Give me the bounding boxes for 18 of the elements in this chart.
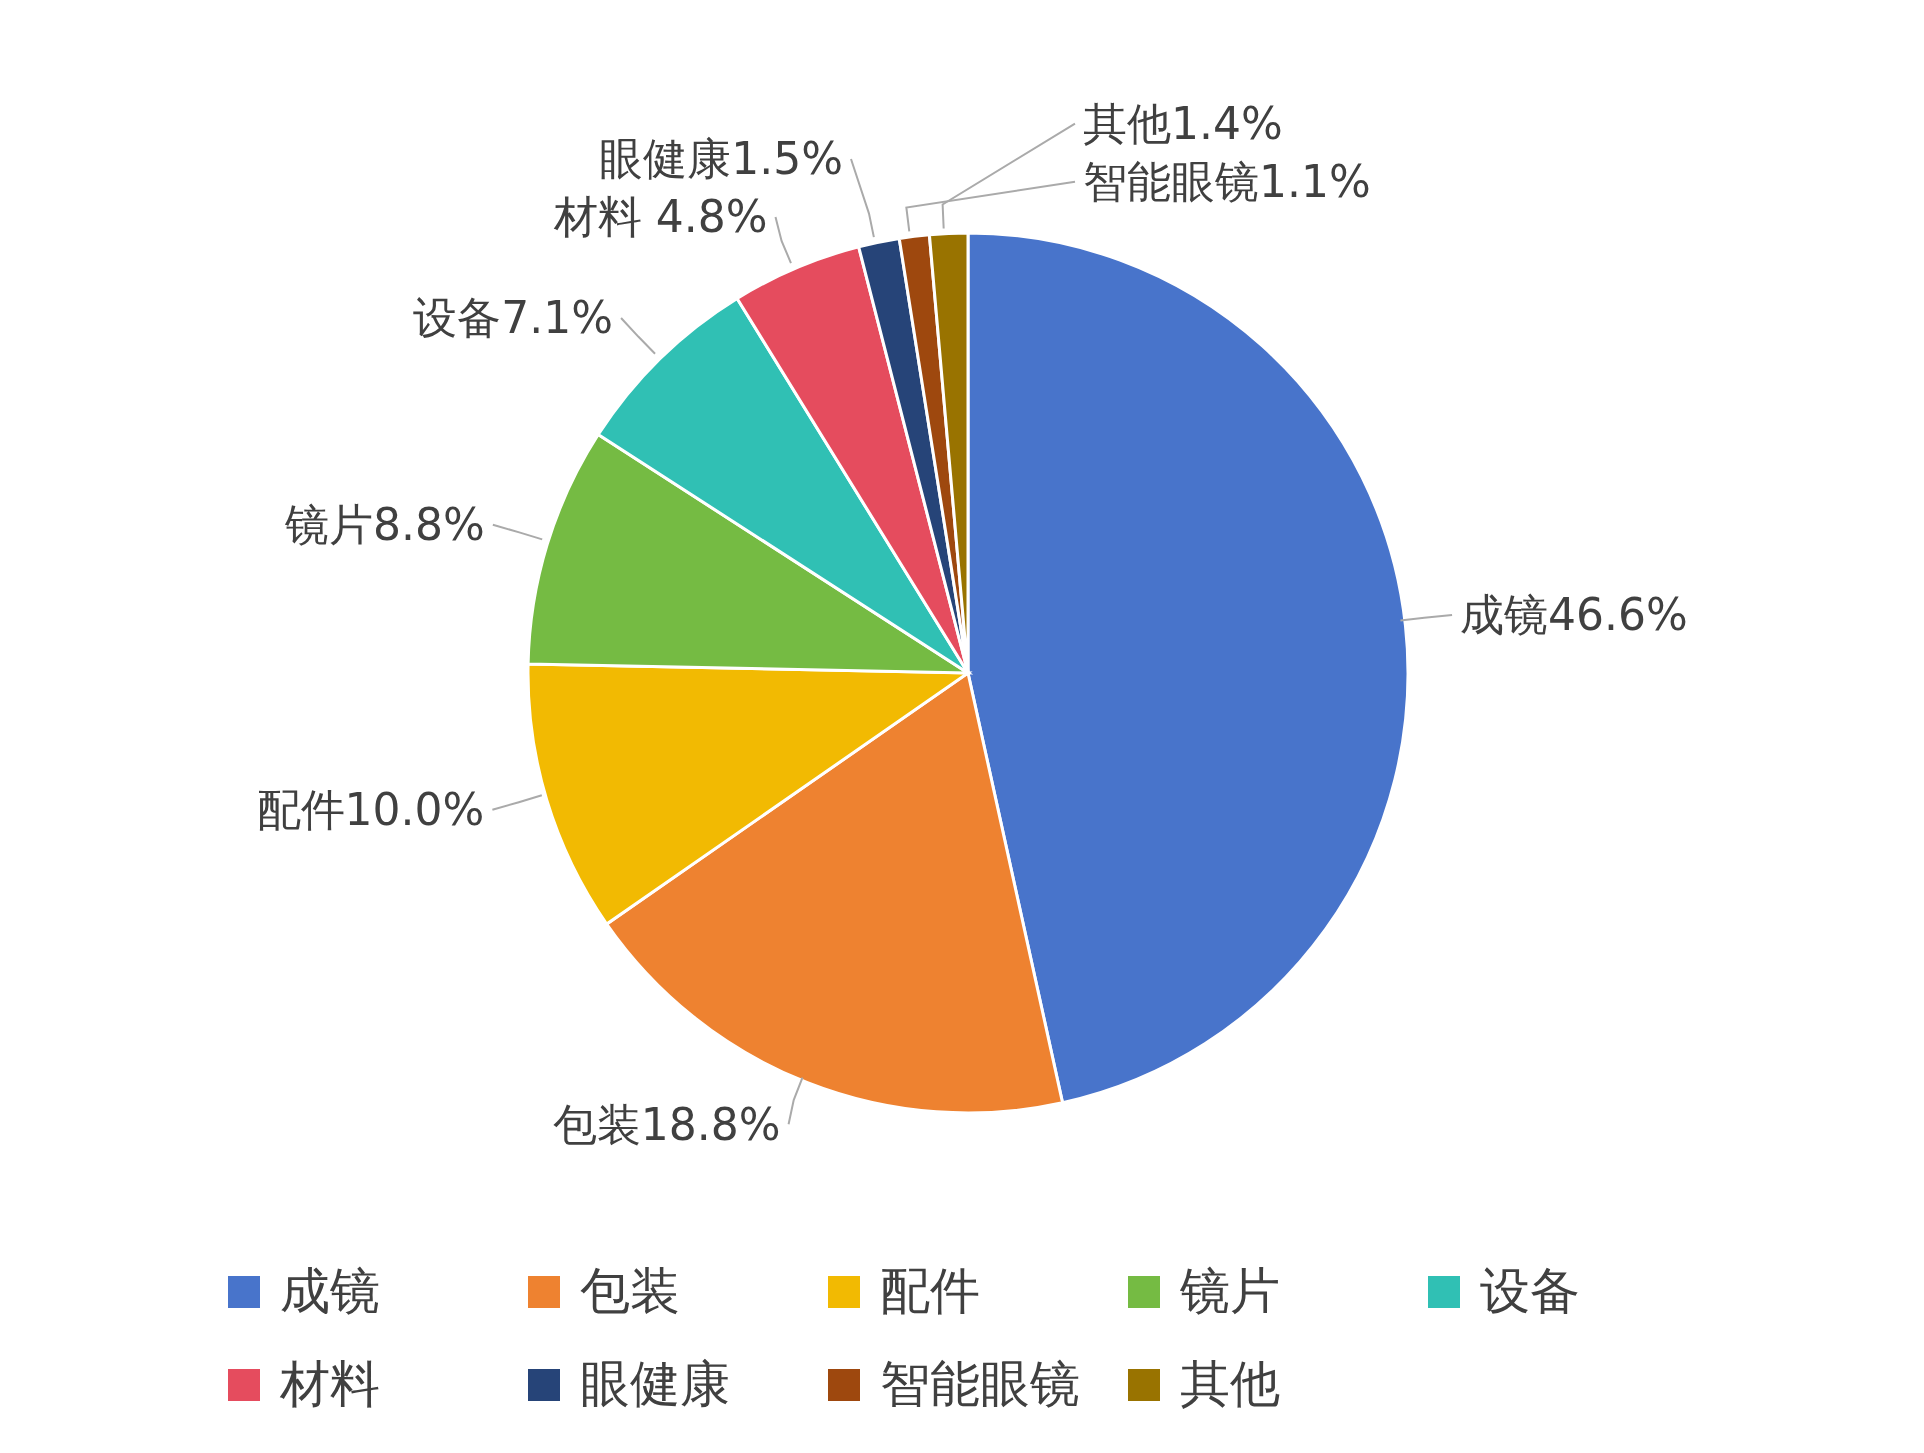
data-label: 智能眼镜1.1% (1083, 156, 1371, 208)
legend-label: 配件 (880, 1261, 980, 1322)
legend-label: 设备 (1480, 1261, 1580, 1322)
data-label: 眼健康1.5% (599, 133, 843, 185)
data-label: 配件10.0% (256, 784, 485, 836)
legend-label: 包装 (580, 1261, 680, 1322)
data-label: 设备7.1% (413, 292, 614, 344)
data-label: 材料 4.8% (552, 191, 768, 243)
data-label: 镜片8.8% (284, 499, 485, 551)
legend-label: 其他 (1180, 1354, 1280, 1415)
legend-label: 材料 (280, 1354, 380, 1415)
legend-label: 镜片 (1180, 1261, 1280, 1322)
legend-label: 眼健康 (580, 1354, 730, 1415)
legend-label: 智能眼镜 (880, 1354, 1080, 1415)
data-label: 包装18.8% (552, 1098, 781, 1150)
legend-label: 成镜 (280, 1261, 380, 1322)
data-label: 其他1.4% (1083, 98, 1283, 150)
data-label: 成镜46.6% (1460, 589, 1688, 641)
